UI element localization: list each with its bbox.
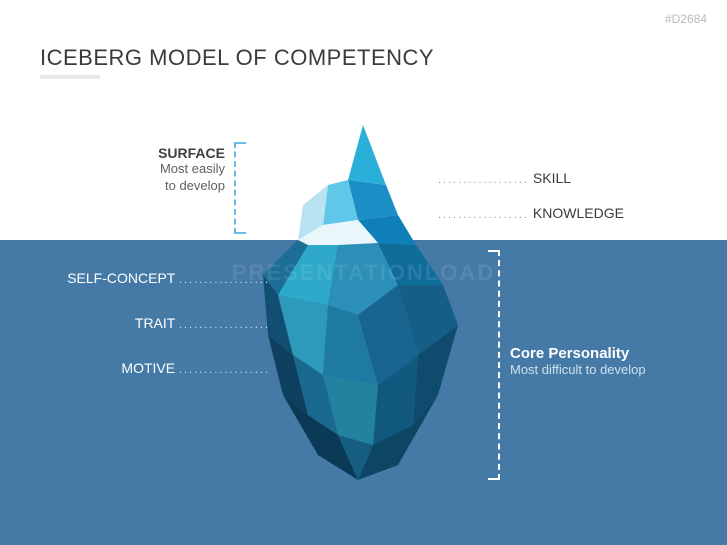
page-title: ICEBERG MODEL OF COMPETENCY — [40, 45, 434, 71]
label-text: KNOWLEDGE — [533, 205, 624, 221]
label-text: MOTIVE — [121, 360, 175, 376]
surface-section: SURFACE Most easily to develop — [85, 145, 225, 195]
template-code: #D2684 — [665, 12, 707, 26]
label-above-1: .................. KNOWLEDGE — [438, 205, 624, 221]
connector-dots: .................. — [438, 209, 529, 221]
label-below-2: MOTIVE .................. — [60, 360, 270, 376]
connector-dots: .................. — [179, 319, 270, 331]
label-text: TRAIT — [135, 315, 175, 331]
core-heading: Core Personality — [510, 345, 700, 362]
title-underline — [40, 75, 100, 79]
label-above-0: .................. SKILL — [438, 170, 571, 186]
label-text: SELF-CONCEPT — [67, 270, 175, 286]
surface-sub: Most easily to develop — [85, 161, 225, 195]
core-section: Core Personality Most difficult to devel… — [510, 345, 700, 377]
title-text: ICEBERG MODEL OF COMPETENCY — [40, 45, 434, 70]
slide: #D2684 ICEBERG MODEL OF COMPETENCY SURFA… — [0, 0, 727, 545]
core-sub: Most difficult to develop — [510, 362, 700, 377]
surface-heading: SURFACE — [85, 145, 225, 161]
label-text: SKILL — [533, 170, 571, 186]
connector-dots: .................. — [179, 364, 270, 376]
connector-dots: .................. — [438, 174, 529, 186]
label-below-1: TRAIT .................. — [60, 315, 270, 331]
watermark: PRESENTATIONLOAD — [232, 260, 495, 286]
